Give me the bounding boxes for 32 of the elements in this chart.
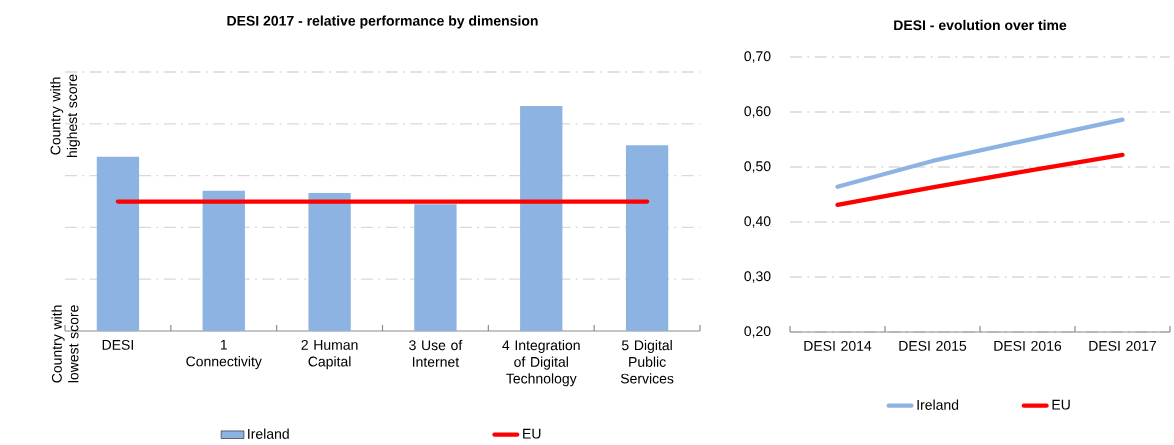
bar (625, 145, 669, 331)
chart-title: DESI 2017 - relative performance by dimension (227, 15, 538, 29)
bar (520, 105, 563, 331)
y-tick-label: 0,50 (744, 161, 771, 173)
x-tick-label: 2 Human Capital (301, 339, 358, 370)
bar (96, 156, 140, 331)
annotation: Country with lowest score (51, 305, 79, 383)
annotation: Country with highest score (50, 74, 80, 158)
bar (202, 190, 245, 331)
x-tick-label: DESI (102, 339, 133, 350)
x-tick-label: 3 Use of Internet (409, 339, 463, 367)
x-tick-label: DESI 2015 (899, 340, 967, 351)
x-tick-label: 4 Integration of Digital Technology (502, 339, 580, 387)
x-tick-label: DESI 2016 (994, 340, 1062, 351)
y-tick-label: 0,40 (744, 216, 771, 228)
y-tick-label: 0,60 (744, 106, 771, 118)
x-tick-label: 1 Connectivity (186, 339, 262, 370)
legend-label: Ireland (248, 428, 289, 439)
chart-title: DESI - evolution over time (894, 19, 1067, 31)
y-tick-label: 0,70 (744, 51, 771, 63)
legend-label: EU (1052, 399, 1070, 410)
legend-label: Ireland (917, 399, 959, 410)
legend-label: EU (523, 428, 541, 439)
y-tick-label: 0,20 (744, 326, 771, 338)
x-tick-label: DESI 2014 (804, 340, 872, 351)
line-series (835, 152, 1125, 208)
x-tick-label: 5 Digital Public Services (620, 339, 674, 384)
bar (308, 193, 351, 331)
bar (414, 204, 457, 331)
x-tick-label: DESI 2017 (1089, 340, 1157, 351)
y-tick-label: 0,30 (744, 271, 771, 283)
line-series (835, 117, 1125, 189)
